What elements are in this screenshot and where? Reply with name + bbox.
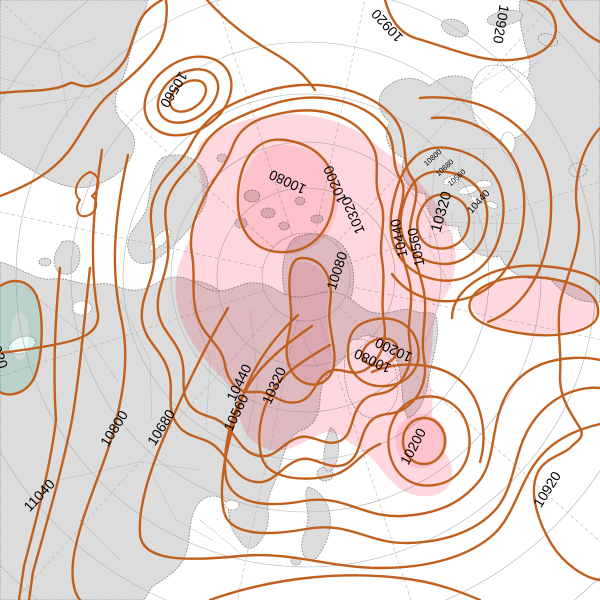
contour-line bbox=[258, 343, 382, 480]
latitude-circle bbox=[15, 0, 597, 568]
contour-line bbox=[205, 0, 317, 92]
contour-line bbox=[383, 0, 558, 62]
pink-shading-east bbox=[471, 275, 598, 334]
contour-line bbox=[156, 96, 413, 458]
contour-line bbox=[223, 324, 600, 518]
landmass-isles bbox=[53, 240, 81, 275]
contour-line bbox=[236, 138, 336, 254]
inland-lake-1 bbox=[71, 300, 93, 316]
contour-line bbox=[361, 337, 399, 367]
contour-line bbox=[450, 264, 600, 320]
contour-label: 10560 bbox=[404, 226, 428, 268]
contour-line bbox=[418, 96, 553, 324]
contour-line bbox=[17, 266, 62, 600]
contour-line bbox=[390, 116, 526, 303]
contour-line bbox=[558, 0, 600, 44]
contour-line bbox=[189, 109, 387, 404]
contour-line bbox=[370, 363, 485, 464]
cyan-shading-inner bbox=[11, 312, 29, 360]
contour-label: 10440 bbox=[387, 217, 411, 259]
landmass-japan bbox=[301, 486, 331, 561]
contour-line bbox=[220, 313, 600, 545]
latitude-circle bbox=[122, 93, 490, 461]
contour-line bbox=[532, 126, 600, 582]
contour-label: 10920 bbox=[0, 329, 11, 371]
pink-shading-deep-north bbox=[239, 144, 339, 255]
meridian-line bbox=[0, 211, 264, 269]
contour-label: 10920 bbox=[490, 4, 513, 45]
contour-line bbox=[401, 416, 447, 466]
contour-line bbox=[140, 83, 427, 484]
landmass-northwest bbox=[0, 0, 149, 188]
landmass-northeast bbox=[378, 0, 600, 303]
contour-line bbox=[208, 574, 482, 600]
contour-line bbox=[27, 266, 92, 600]
contour-line bbox=[0, 0, 168, 198]
landmass-sakhalin bbox=[323, 427, 339, 472]
contour-line bbox=[285, 256, 336, 386]
contour-line bbox=[0, 0, 164, 95]
contour-line bbox=[138, 306, 600, 570]
bay-white bbox=[470, 64, 537, 140]
contour-line bbox=[399, 170, 489, 266]
contour-line bbox=[416, 193, 471, 250]
contour-line bbox=[71, 153, 130, 600]
contour-label: 10920 bbox=[368, 6, 406, 46]
contour-line bbox=[0, 279, 43, 396]
contour-line bbox=[389, 146, 505, 282]
contour-line bbox=[156, 68, 220, 124]
shading-layer bbox=[0, 114, 598, 497]
contour-line bbox=[143, 55, 233, 137]
contour-line bbox=[387, 395, 471, 487]
landmass-isle2 bbox=[38, 257, 52, 267]
pink-shading-deep-tongue bbox=[285, 262, 331, 385]
contour-line bbox=[346, 317, 420, 388]
contour-line bbox=[168, 79, 208, 113]
contour-line bbox=[468, 275, 600, 337]
great-lakes bbox=[443, 174, 499, 209]
contour-line bbox=[0, 148, 104, 355]
